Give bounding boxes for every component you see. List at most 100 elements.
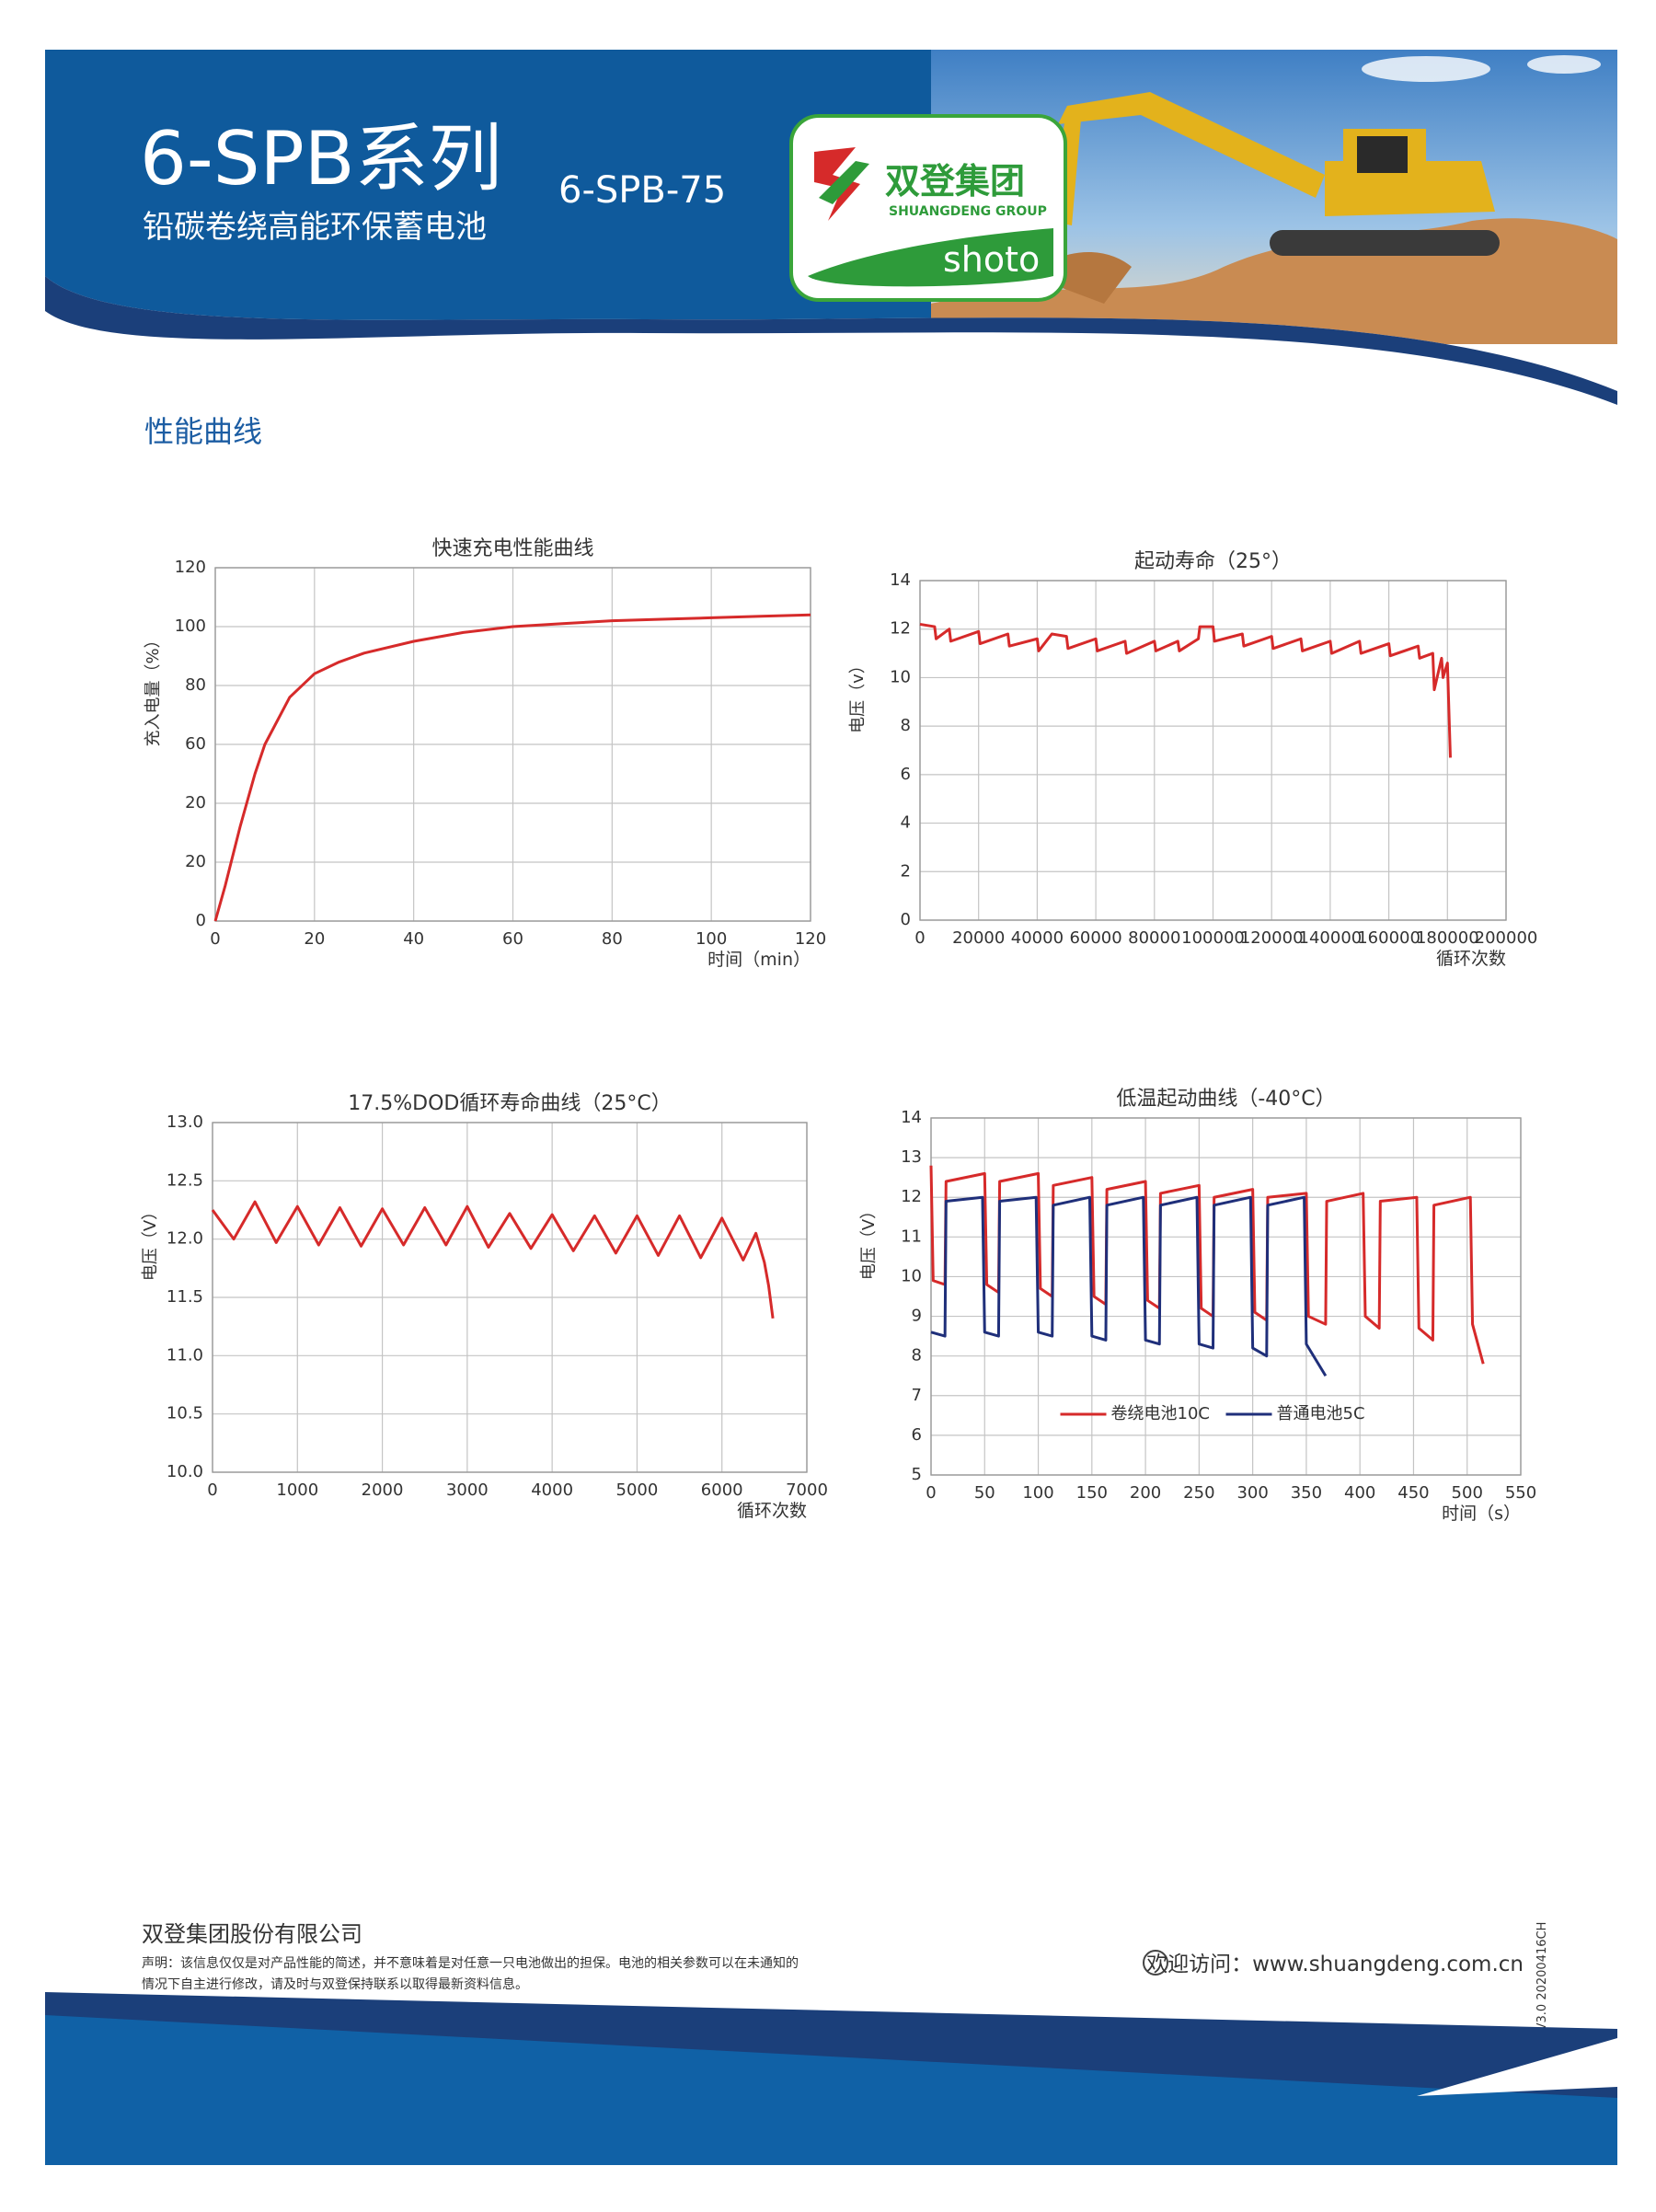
legend-label: 普通电池5C — [1277, 1404, 1365, 1423]
header-subtitle: 铅碳卷绕高能环保蓄电池 — [143, 209, 487, 246]
y-tick-label: 20 — [185, 852, 206, 871]
x-tick-label: 0 — [926, 1483, 936, 1503]
x-tick-label: 500 — [1452, 1483, 1483, 1503]
website-icon — [1143, 1950, 1168, 1976]
x-tick-label: 120000 — [1240, 928, 1304, 948]
y-tick-label: 6 — [901, 765, 911, 784]
y-tick-label: 7 — [912, 1386, 922, 1405]
chart-title: 快速充电性能曲线 — [431, 537, 593, 560]
plot-frame — [214, 567, 811, 922]
logo-en: SHUANGDENG GROUP — [889, 204, 1047, 219]
disclaimer: 情况下自主进行修改，请及时与双登保持联系以取得最新资料信息。 — [142, 1976, 528, 1992]
y-tick-label: 8 — [901, 716, 911, 735]
company-name: 双登集团股份有限公司 — [142, 1921, 362, 1947]
x-tick-label: 50 — [974, 1483, 995, 1503]
y-tick-label: 100 — [175, 616, 206, 636]
y-tick-label: 11.5 — [167, 1287, 203, 1307]
y-tick-label: 0 — [196, 911, 206, 930]
x-tick-label: 100 — [696, 929, 727, 949]
logo-name: 双登集团 — [885, 161, 1025, 202]
section-title: 性能曲线 — [144, 414, 262, 449]
y-axis-label: 电压（v） — [848, 657, 868, 733]
y-tick-label: 14 — [901, 1108, 922, 1127]
y-tick-label: 11 — [901, 1227, 922, 1246]
x-tick-label: 0 — [207, 1480, 217, 1500]
chart: 快速充电性能曲线 0 20 20 60 80 100 120 0 20 40 60 80 100 120 充入… — [144, 537, 826, 970]
x-tick-label: 350 — [1291, 1483, 1322, 1503]
x-tick-label: 150 — [1076, 1483, 1108, 1503]
version: V3.0 20200416CH — [1535, 1922, 1549, 2032]
x-tick-label: 180000 — [1416, 928, 1479, 948]
y-tick-label: 80 — [185, 675, 206, 695]
header-title: 6-SPB系列 — [140, 116, 502, 202]
x-tick-label: 5000 — [616, 1480, 659, 1500]
series-line — [211, 1200, 775, 1319]
x-tick-label: 400 — [1344, 1483, 1375, 1503]
y-tick-label: 10 — [901, 1266, 922, 1285]
y-tick-label: 5 — [912, 1465, 922, 1484]
x-tick-label: 1000 — [276, 1480, 318, 1500]
x-axis-label: 时间（min） — [707, 950, 811, 970]
y-tick-label: 0 — [901, 910, 911, 929]
x-axis-label: 时间（s） — [1442, 1503, 1521, 1524]
x-tick-label: 20 — [304, 929, 325, 949]
x-tick-label: 20000 — [952, 928, 1005, 948]
x-tick-label: 450 — [1397, 1483, 1429, 1503]
header-wave-white — [0, 276, 1617, 2208]
y-tick-label: 2 — [901, 861, 911, 881]
x-tick-label: 60 — [502, 929, 523, 949]
y-tick-label: 10 — [890, 667, 911, 686]
y-tick-label: 12 — [890, 619, 911, 639]
chart: 起动寿命（25°） 0 2 4 6 8 10 12 14 0 20000 40000 60000 8000… — [848, 550, 1537, 969]
header-model: 6-SPB-75 — [558, 169, 726, 212]
website[interactable]: 欢迎访问：www.shuangdeng.com.cn — [1146, 1953, 1524, 1976]
y-tick-label: 20 — [185, 793, 206, 812]
logo: 双登集团 SHUANGDENG GROUP shoto — [789, 114, 1067, 302]
y-axis-label: 充入电量（%） — [144, 631, 163, 746]
y-tick-label: 4 — [901, 813, 911, 833]
disclaimer: 声明：该信息仅仅是对产品性能的简述，并不意味着是对任意一只电池做出的担保。电池的… — [142, 1955, 799, 1971]
x-tick-label: 120 — [795, 929, 826, 949]
logo-brand: shoto — [943, 239, 1040, 280]
legend-label: 卷绕电池10C — [1111, 1404, 1210, 1423]
x-tick-label: 160000 — [1357, 928, 1420, 948]
plot-frame — [212, 1122, 808, 1473]
footer-accent — [1417, 2038, 1617, 2096]
y-tick-label: 14 — [890, 570, 911, 590]
plot-frame — [930, 1117, 1522, 1476]
y-tick-label: 60 — [185, 734, 206, 754]
y-tick-label: 9 — [912, 1307, 922, 1326]
x-tick-label: 200 — [1130, 1483, 1161, 1503]
x-tick-label: 100000 — [1181, 928, 1245, 948]
series-line — [930, 1195, 1328, 1377]
y-axis-label: 电压（V） — [859, 1203, 879, 1280]
series-line — [213, 613, 811, 922]
y-tick-label: 12.5 — [167, 1170, 203, 1190]
x-tick-label: 2000 — [362, 1480, 404, 1500]
y-tick-label: 120 — [175, 558, 206, 577]
x-tick-label: 80000 — [1128, 928, 1180, 948]
x-tick-label: 100 — [1022, 1483, 1053, 1503]
y-tick-label: 11.0 — [167, 1345, 203, 1365]
x-tick-label: 3000 — [446, 1480, 489, 1500]
footer-band-base — [45, 2144, 1617, 2165]
x-tick-label: 60000 — [1069, 928, 1121, 948]
x-tick-label: 0 — [914, 928, 925, 948]
chart-title: 低温起动曲线（-40°C） — [1116, 1088, 1335, 1111]
x-tick-label: 7000 — [786, 1480, 828, 1500]
y-axis-label: 电压（V） — [141, 1204, 160, 1281]
y-tick-label: 12.0 — [167, 1229, 203, 1249]
series-line — [929, 1165, 1485, 1365]
x-tick-label: 550 — [1505, 1483, 1536, 1503]
x-tick-label: 40000 — [1011, 928, 1064, 948]
y-tick-label: 6 — [912, 1425, 922, 1445]
x-tick-label: 80 — [602, 929, 623, 949]
y-tick-label: 10.0 — [167, 1462, 203, 1481]
x-tick-label: 0 — [210, 929, 220, 949]
x-axis-label: 循环次数 — [1436, 949, 1506, 969]
x-tick-label: 300 — [1236, 1483, 1268, 1503]
y-tick-label: 12 — [901, 1187, 922, 1206]
x-tick-label: 40 — [403, 929, 424, 949]
